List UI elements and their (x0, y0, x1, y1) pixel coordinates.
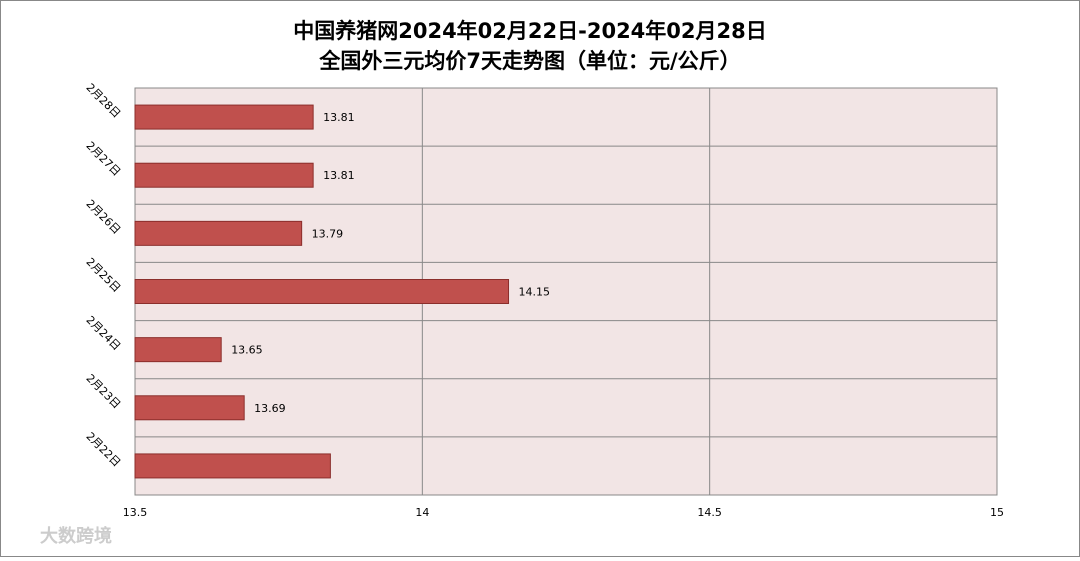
data-label: 13.69 (254, 402, 285, 415)
watermark: 大数跨境 (40, 525, 112, 547)
x-tick-label: 14.5 (697, 506, 722, 519)
bar (134, 279, 510, 304)
bar (134, 220, 303, 246)
x-tick-label: 13.5 (123, 506, 148, 519)
chart-title: 中国养猪网2024年02月22日-2024年02月28日 (293, 19, 767, 43)
data-label: 14.15 (519, 286, 551, 299)
data-label: 13.81 (323, 169, 355, 182)
bar (134, 395, 245, 421)
data-label: 13.65 (231, 344, 263, 357)
bar (134, 104, 314, 130)
bar (134, 453, 331, 479)
chart-subtitle: 全国外三元均价7天走势图（单位：元/公斤） (318, 49, 740, 73)
x-tick-label: 14 (415, 506, 429, 519)
data-label: 13.79 (312, 227, 344, 240)
x-tick-label: 15 (990, 506, 1004, 519)
bar (134, 162, 314, 188)
bar (134, 337, 222, 363)
data-label: 13.81 (323, 111, 355, 124)
